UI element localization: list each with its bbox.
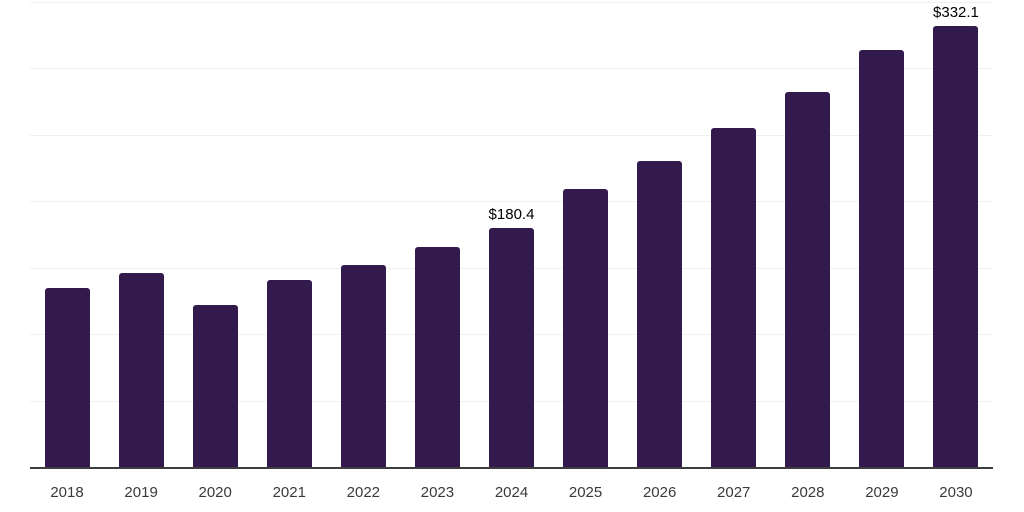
x-tick-2026: 2026	[642, 484, 677, 501]
plot-area: $180.4 $332.1	[30, 1, 993, 468]
x-tick-2027: 2027	[717, 484, 751, 501]
bar-2023	[414, 246, 460, 468]
x-tick-2019: 2019	[124, 484, 158, 501]
value-label-2024: $180.4	[488, 205, 535, 223]
bar-2024	[489, 227, 534, 468]
bar-2029	[859, 50, 905, 468]
bar-2021	[266, 280, 312, 468]
gridline-250	[30, 134, 993, 136]
bar-2022	[340, 264, 386, 468]
gridline-200	[30, 201, 993, 203]
x-tick-2029: 2029	[865, 484, 899, 501]
x-tick-2025: 2025	[568, 484, 603, 501]
x-tick-2021: 2021	[272, 484, 306, 501]
value-label-2030: $332.1	[933, 3, 979, 21]
x-tick-2023: 2023	[420, 484, 455, 501]
bar-2018	[44, 287, 90, 468]
x-tick-2018: 2018	[50, 484, 84, 501]
bar-2028	[785, 91, 831, 468]
bar-2020	[192, 304, 238, 468]
x-tick-2020: 2020	[198, 484, 232, 501]
x-tick-2030: 2030	[939, 484, 973, 501]
bar-2019	[118, 272, 164, 468]
bar-2025	[563, 188, 609, 468]
gridline-300	[30, 68, 993, 70]
bar-2030	[933, 25, 979, 468]
x-axis-line	[30, 467, 993, 469]
bar-2027	[711, 128, 757, 468]
x-tick-2024: 2024	[494, 484, 529, 501]
gridline-350	[30, 1, 993, 3]
x-tick-2022: 2022	[346, 484, 381, 501]
x-tick-2028: 2028	[791, 484, 825, 501]
bar-2026	[637, 160, 683, 468]
